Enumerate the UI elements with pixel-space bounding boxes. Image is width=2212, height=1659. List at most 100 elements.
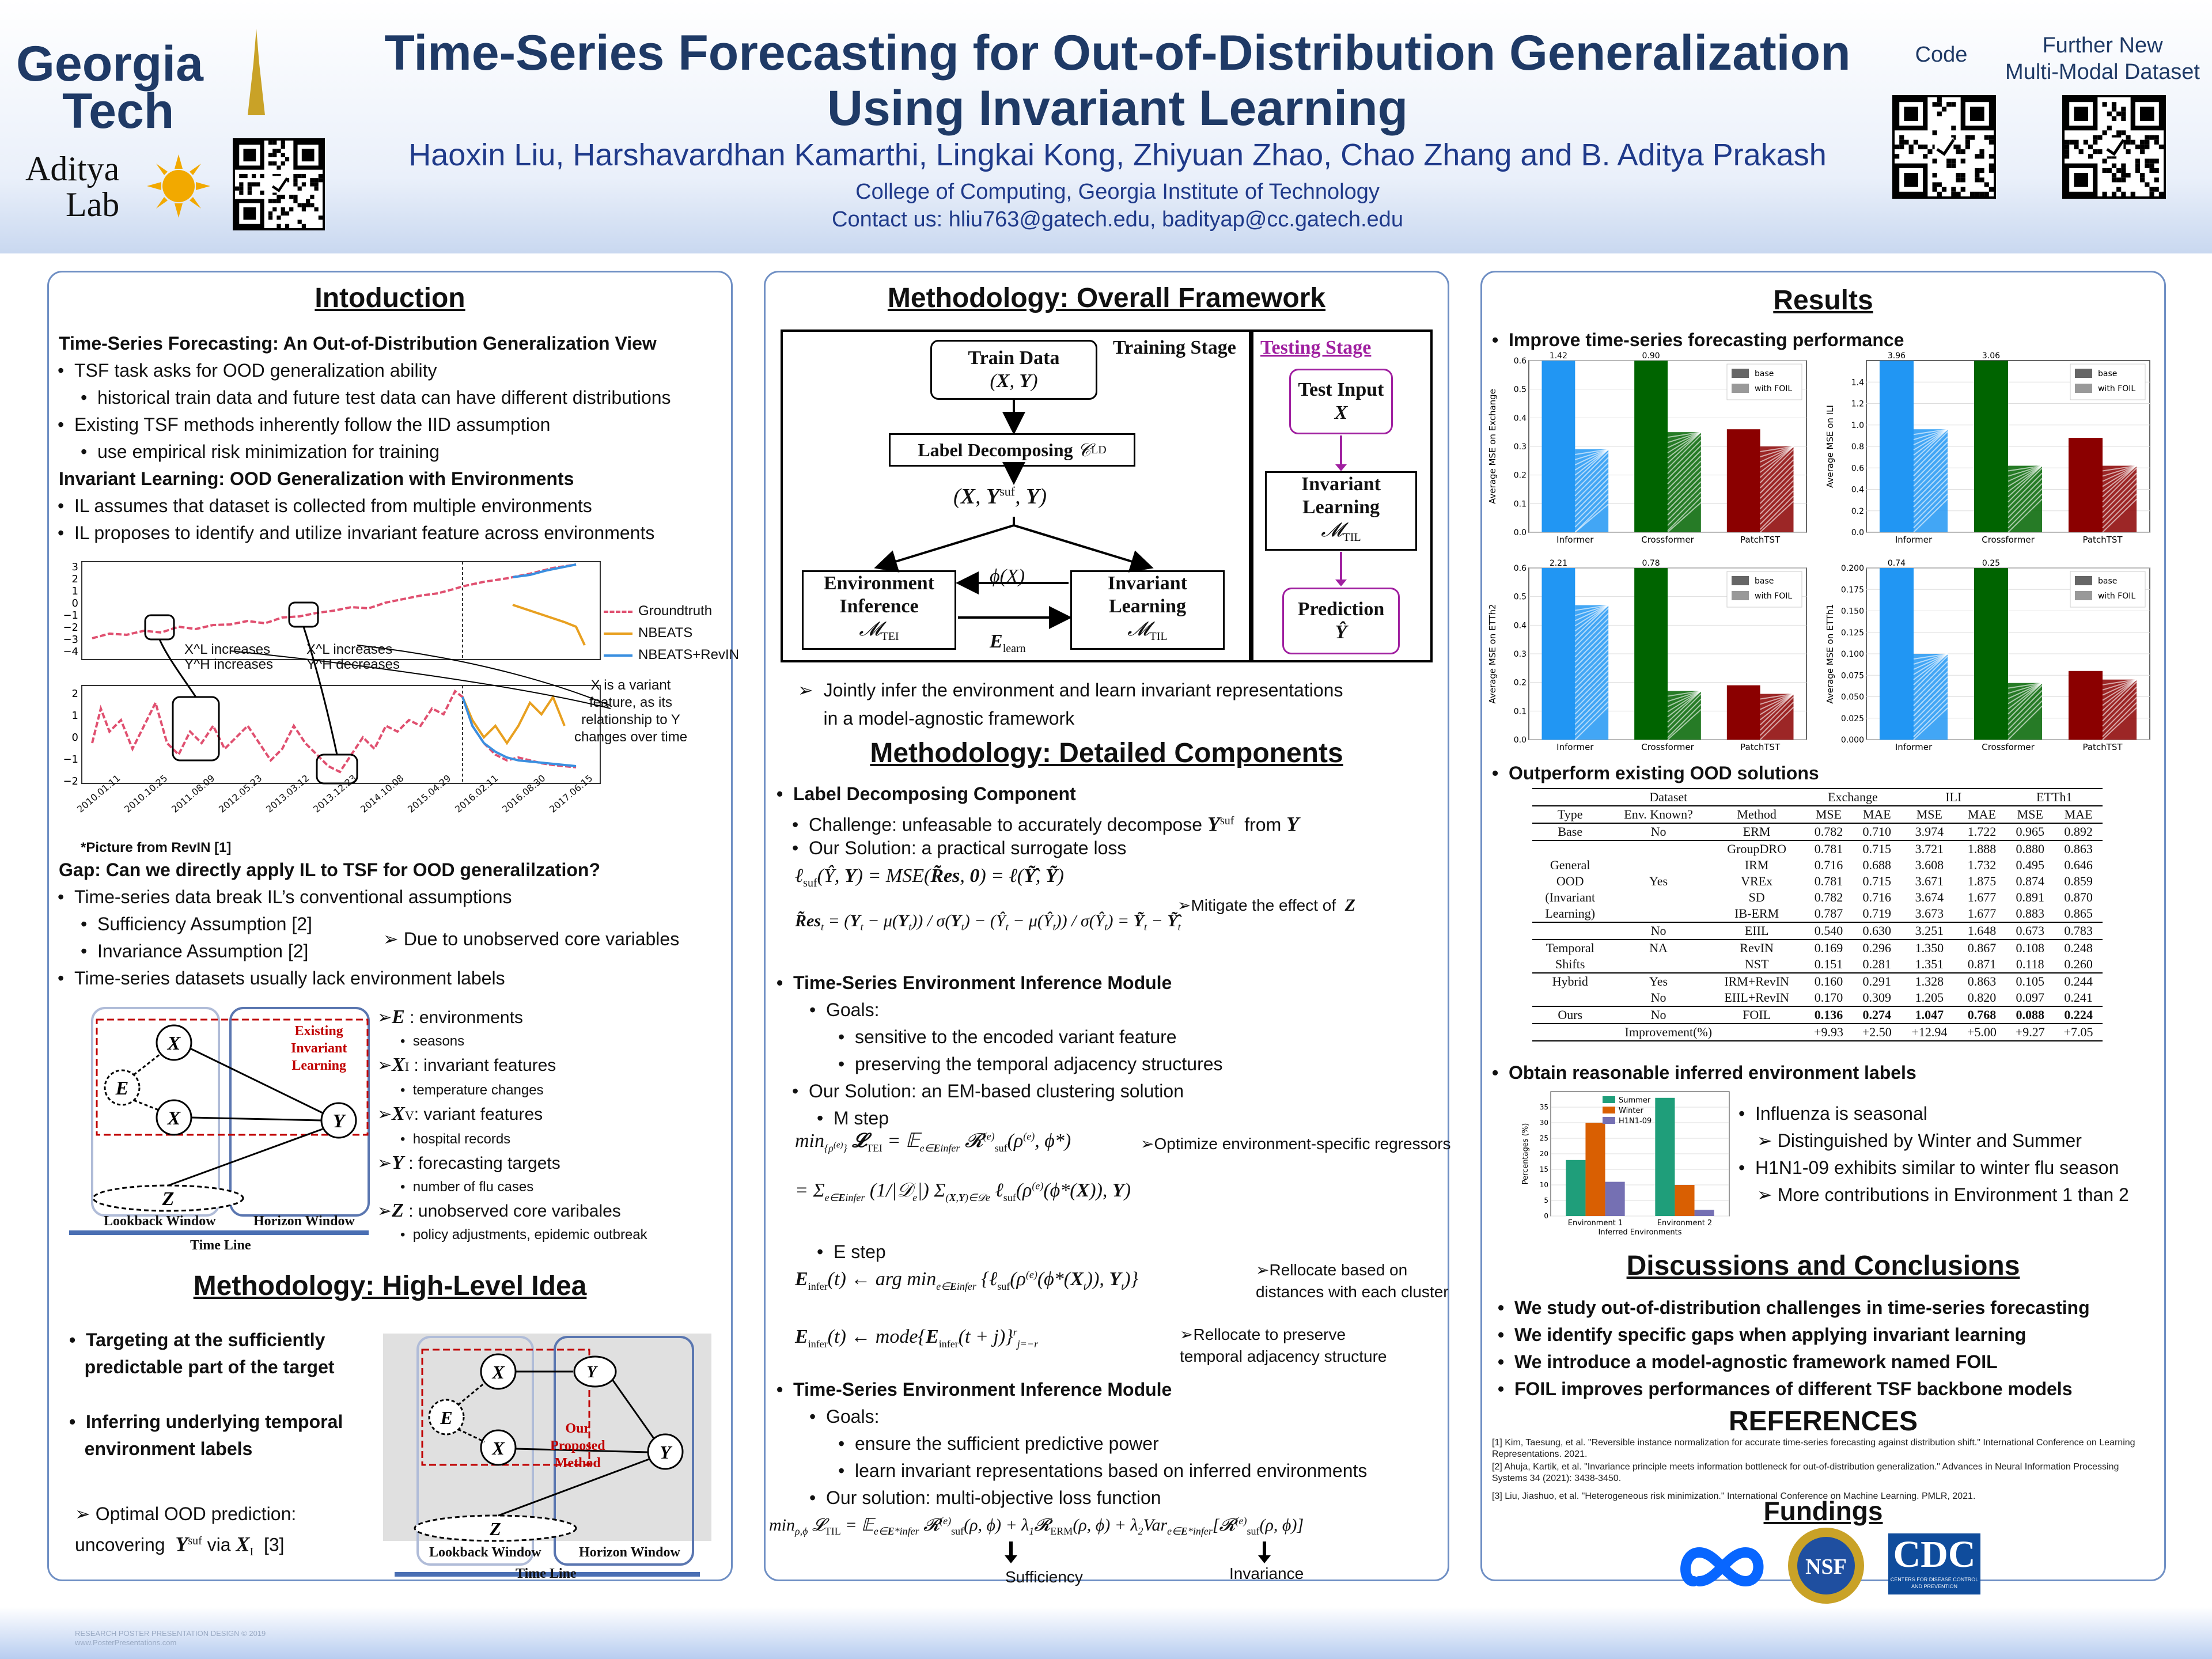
conclusion-item: We study out-of-distribution challenges … xyxy=(1514,1297,2090,1318)
svg-text:NSF: NSF xyxy=(1805,1555,1847,1579)
horizon-window-label: Horizon Window xyxy=(253,1214,355,1229)
variant-feature-note: X is a variant feature, as its relationshi… xyxy=(574,677,688,745)
x-tick: Informer xyxy=(1895,742,1933,752)
legend-label: Summer xyxy=(1619,1096,1651,1105)
intro-bullet: IL proposes to identify and utilize inva… xyxy=(74,522,655,543)
poster-title: Time-Series Forecasting for Out-of-Distr… xyxy=(384,25,1851,136)
y-axis-label: Percentages (%) xyxy=(1521,1123,1530,1185)
bar-chart-inferred-environments: 0 5 10 15 20 25 30 35 Environment 1 Environment 2… xyxy=(1521,1091,1730,1237)
intro-subheading-1: Time-Series Forecasting: An Out-of-Distr… xyxy=(59,333,657,354)
cdc-logo: CDC CENTERS FOR DISEASE CONTROL AND PREV… xyxy=(1888,1533,1980,1594)
surrogate-loss-equation: ℓsuf(Ŷ, Y) = MSE(R̃es, 0) = ℓ(Ỹ̂, Ỹ) xyxy=(795,865,1064,889)
code-qr-code[interactable] xyxy=(1892,95,1996,199)
legend-label: with FOIL xyxy=(2098,592,2135,601)
e-step-equation-1: Einfer(t) ← arg mine∈Einfer {ℓsuf(ρ(e)(ϕ… xyxy=(795,1268,1139,1292)
prediction-box: Prediction Ŷ xyxy=(1282,588,1400,654)
svg-text:E: E xyxy=(115,1078,129,1099)
testing-stage-label: Testing Stage xyxy=(1260,337,1372,358)
y-axis-label: Average MSE on ILI xyxy=(1825,405,1835,488)
bar-chart-etth2: 0.0 0.1 0.2 0.3 0.4 0.5 0.6 Informer 2.21 Crossfo… xyxy=(1487,559,1807,752)
bar xyxy=(1726,685,1760,740)
residual-equation: R̃est = (Yt − μ(Yt)) / σ(Yt) − (Ŷt − μ(Ŷ… xyxy=(795,911,1181,933)
intro-sub-bullet: historical train data and future test da… xyxy=(97,387,671,408)
picture-source-note: *Picture from RevIN [1] xyxy=(81,840,232,855)
bar-chart-etth1: 0.000 0.025 0.050 0.075 0.100 0.125 0.150 0.175… xyxy=(1825,559,2150,752)
existing-il-label: Existing Invariant Learning xyxy=(291,1024,347,1073)
ood-comparison-table: Dataset Exchange ILI ETTh1 Type Env. Known? Me… xyxy=(1532,788,2103,1041)
intro-sub-bullet: Sufficiency Assumption [2] xyxy=(97,914,312,934)
proposed-method-label: Our Proposed Method xyxy=(550,1421,605,1471)
environment-inference-box: Environment Inference 𝓜TEI xyxy=(802,570,956,650)
svg-text:−1: −1 xyxy=(63,609,78,622)
y-tick: 0.8 xyxy=(1851,442,1864,452)
y-tick: 0.2 xyxy=(1514,471,1527,480)
y-tick: 0.1 xyxy=(1514,499,1527,509)
bar xyxy=(1694,1210,1714,1216)
bar xyxy=(1879,361,1914,532)
y-tick: 0.0 xyxy=(1514,736,1527,745)
y-axis-label: Average MSE on ETTh1 xyxy=(1825,604,1835,703)
table-row: Improvement(%) +9.93 +2.50 +12.94 +5.00 +9.27… xyxy=(1532,1023,2103,1041)
timeseries-x-ticks: 2010.01.11 2010.10.25 2011.08.09 2012.05.23… xyxy=(75,772,594,841)
m-step-equation: min{ρ(e)} 𝓛TEI = 𝔼e∈Einfer 𝓡(e)suf(ρ(e),… xyxy=(795,1130,1071,1154)
footer-note: RESEARCH POSTER PRESENTATION DESIGN © 20… xyxy=(75,1629,266,1647)
y-tick: 0.200 xyxy=(1841,564,1864,573)
y-tick: 0.2 xyxy=(1514,679,1527,688)
table-row: Temporal NA RevIN 0.169 0.296 1.350 0.867 0.108… xyxy=(1532,939,2103,956)
annotation-1: X^L increases Y^H increases xyxy=(184,642,273,672)
train-data-box: Train Data (X, Y) xyxy=(930,340,1097,400)
x-tick: Crossformer xyxy=(1641,535,1694,545)
svg-text:Y: Y xyxy=(333,1111,347,1132)
component-title: Time-Series Environment Inference Module xyxy=(793,1379,1172,1400)
lab-qr-code[interactable] xyxy=(233,138,325,230)
legend-label: Winter xyxy=(1619,1107,1644,1115)
e-step-note-1: ➢Rellocate based on distances with each c… xyxy=(1256,1261,1449,1301)
discussion-heading: Discussions and Conclusions xyxy=(1626,1251,2020,1281)
overflow-label: 3.96 xyxy=(1888,351,1906,361)
results-bullet: Outperform existing OOD solutions xyxy=(1508,763,1819,783)
y-tick: 0.100 xyxy=(1841,650,1864,659)
x-tick: PatchTST xyxy=(1740,535,1781,545)
svg-text:X: X xyxy=(167,1108,181,1129)
arrow-down-icon xyxy=(1258,1541,1271,1563)
high-level-bullet-1: • Targeting at the sufficiently predicta… xyxy=(69,1330,335,1377)
y-axis-label: Average MSE on ETTh2 xyxy=(1487,604,1498,703)
intro-sub-bullet: Invariance Assumption [2] xyxy=(97,941,309,961)
legend-label: base xyxy=(2098,369,2117,378)
bar xyxy=(1634,361,1668,532)
legend-label: with FOIL xyxy=(1755,592,1792,601)
bar xyxy=(1566,1160,1586,1216)
georgia-tech-logo: Georgia Tech xyxy=(16,36,203,139)
dataset-label: Further New Multi-Modal Dataset xyxy=(2005,33,2200,84)
y-tick: 0.0 xyxy=(1514,528,1527,537)
table-row: Hybrid Yes IRM+RevIN 0.160 0.291 1.328 0.863 0.… xyxy=(1532,972,2103,990)
y-tick: 25 xyxy=(1540,1134,1548,1142)
y-tick: 15 xyxy=(1540,1165,1548,1173)
y-tick: 0.025 xyxy=(1841,714,1864,724)
y-tick: 0.6 xyxy=(1514,357,1527,366)
bar xyxy=(1634,568,1668,740)
overflow-label: 3.06 xyxy=(1982,351,2000,361)
legend-label: with FOIL xyxy=(2098,384,2135,393)
y-tick: 0.5 xyxy=(1514,385,1527,395)
svg-text:−1: −1 xyxy=(63,753,78,766)
intro-bullet: IL assumes that dataset is collected fro… xyxy=(74,495,592,516)
y-tick: 0.1 xyxy=(1514,707,1527,716)
introduction-heading: Intoduction xyxy=(315,283,465,313)
high-level-bullet-2: • Inferring underlying temporal environm… xyxy=(69,1411,343,1459)
svg-text:1: 1 xyxy=(72,710,78,722)
svg-text:0: 0 xyxy=(72,597,78,609)
svg-text:2: 2 xyxy=(72,688,78,700)
svg-text:X: X xyxy=(491,1438,505,1459)
table-row: No EIIL+RevIN 0.170 0.309 1.205 0.820 0.097 0.2… xyxy=(1650,990,2093,1005)
footer-background xyxy=(0,1607,2212,1659)
authors: Haoxin Liu, Harshavardhan Kamarthi, Ling… xyxy=(408,138,1827,172)
header-background xyxy=(0,0,2212,253)
component-text: Our Solution: a practical surrogate loss xyxy=(808,838,1127,858)
component-title: Label Decomposing Component xyxy=(793,783,1076,804)
intro-subheading-3: Gap: Can we directly apply IL to TSF for… xyxy=(59,859,600,880)
y-tick: 20 xyxy=(1540,1150,1548,1158)
dataset-qr-code[interactable] xyxy=(2062,95,2166,199)
aditya-lab-logo: Aditya Lab xyxy=(25,150,120,224)
overflow-label: 1.42 xyxy=(1550,351,1567,361)
